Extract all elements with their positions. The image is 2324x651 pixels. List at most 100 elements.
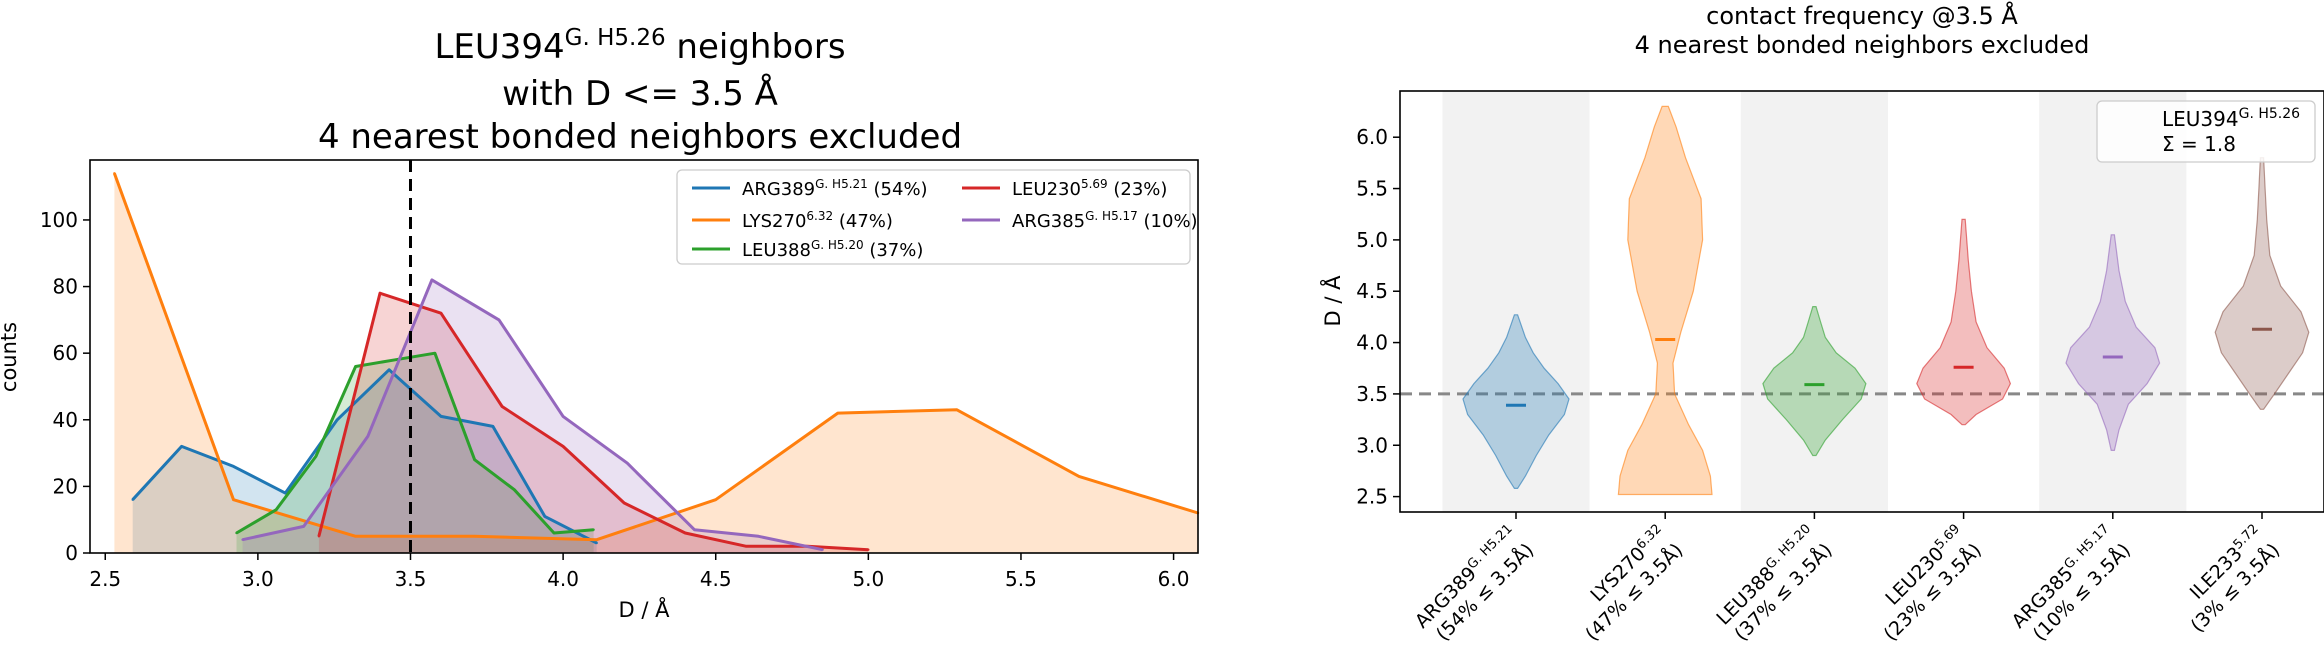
x-tick-label: 3.0 — [242, 567, 274, 591]
histogram-x-ticks: 2.5 3.0 3.5 4.0 4.5 5.0 5.5 6.0 — [89, 553, 1189, 591]
violin-title-line2: 4 nearest bonded neighbors excluded — [1635, 31, 2090, 59]
legend-box — [676, 169, 1191, 265]
series-point — [180, 445, 183, 448]
series-point — [317, 535, 321, 538]
series-line-0 — [131, 368, 598, 545]
violin-x-ticks: ARG389G. H5.21(54% ≤ 3.5Å) LYS2706.32(47%… — [1411, 512, 2285, 646]
series-point — [1077, 475, 1081, 478]
legend-label-4: ARG385G. H5.17 (10%) — [1012, 209, 1198, 232]
series-line-2 — [235, 351, 594, 535]
series-fill-0 — [132, 369, 597, 553]
x-tick-label: 2.5 — [89, 567, 121, 591]
histogram-series-layer — [112, 172, 1200, 554]
series-point — [275, 508, 278, 511]
violin-y-axis-label: D / Å — [1319, 275, 1345, 327]
legend-label-0: ARG389G. H5.21 (54%) — [742, 177, 928, 200]
series-point — [867, 548, 870, 551]
series-point — [113, 172, 116, 175]
y-tick-label: 100 — [40, 208, 78, 232]
violin-4 — [2065, 234, 2161, 451]
violin-x-tick-label-1: LYS2706.32(47% ≤ 3.5Å) — [1580, 522, 1687, 646]
violin-x-tick-label-2: LEU388G. H5.20(37% ≤ 3.5Å) — [1712, 522, 1836, 646]
series-point — [232, 498, 235, 501]
violin-x-tick-label-3: LEU2305.69(23% ≤ 3.5Å) — [1879, 522, 1986, 646]
series-point — [433, 352, 437, 355]
series-point — [595, 538, 598, 541]
violin-y-tick-label: 6.0 — [1356, 125, 1388, 149]
legend-label-2: LEU388G. H5.20 (37%) — [742, 238, 923, 261]
series-point — [543, 515, 546, 518]
series-point — [354, 535, 357, 538]
x-tick-label: 5.5 — [1005, 567, 1037, 591]
violin-legend: LEU394G. H5.26 Σ = 1.8 — [2096, 100, 2316, 163]
legend-label-1: LYS2706.32 (47%) — [742, 209, 893, 232]
series-point — [500, 405, 504, 408]
series-point — [684, 531, 687, 535]
series-point — [378, 292, 382, 295]
series-point — [595, 541, 598, 545]
violin-legend-name: LEU394G. H5.26 — [2162, 106, 2300, 131]
violin-legend-sum: Σ = 1.8 — [2162, 132, 2236, 156]
series-line-4 — [242, 278, 823, 552]
y-tick-label: 40 — [53, 408, 78, 432]
histogram-title-line3: 4 nearest bonded neighbors excluded — [318, 117, 962, 157]
y-tick-label: 60 — [53, 341, 78, 365]
series-point — [757, 535, 760, 538]
violin-y-tick-label: 2.5 — [1356, 485, 1388, 509]
violin-y-tick-label: 4.0 — [1356, 331, 1388, 355]
series-point — [513, 488, 516, 491]
series-point — [821, 548, 824, 551]
series-fill-3 — [318, 293, 869, 553]
violin-y-tick-label: 5.5 — [1356, 177, 1388, 201]
legend-label-3: LEU2305.69 (23%) — [1012, 177, 1167, 200]
series-point — [314, 455, 318, 458]
series-point — [745, 545, 748, 548]
series-point — [354, 365, 357, 368]
x-tick-label: 4.5 — [700, 567, 732, 591]
y-tick-label: 20 — [53, 474, 78, 498]
series-point — [836, 411, 839, 415]
series-point — [439, 415, 443, 418]
x-tick-label: 3.5 — [395, 567, 427, 591]
violin-2 — [1762, 306, 1867, 457]
series-point — [955, 408, 959, 411]
violin-y-tick-label: 3.5 — [1356, 382, 1388, 406]
violin-y-tick-label: 4.5 — [1356, 279, 1388, 303]
histogram-x-axis-label: D / Å — [619, 596, 671, 622]
series-point — [693, 528, 696, 531]
violin-title-line1: contact frequency @3.5 Å — [1706, 1, 2018, 30]
violin-y-tick-label: 5.0 — [1356, 228, 1388, 252]
violin-y-ticks: 2.5 3.0 3.5 4.0 4.5 5.0 5.5 6.0 — [1356, 125, 1400, 509]
series-point — [497, 318, 501, 322]
histogram-legend: ARG389G. H5.21 (54%) LYS2706.32 (47%) LEU3… — [676, 169, 1198, 265]
x-tick-label: 5.0 — [852, 567, 884, 591]
violin-x-tick-label-5: ILE2335.72(3% ≤ 3.5Å) — [2186, 522, 2285, 637]
violin-3 — [1916, 218, 2012, 426]
series-point — [232, 465, 235, 468]
violin-5 — [2214, 157, 2310, 410]
series-point — [241, 538, 244, 541]
violin-plot-frame — [1399, 90, 2324, 513]
histogram-plot-frame — [89, 159, 1199, 554]
series-point — [439, 312, 443, 315]
series-point — [394, 358, 397, 361]
series-point — [366, 435, 369, 438]
series-point — [235, 531, 238, 535]
series-fill-4 — [242, 279, 823, 553]
series-point — [473, 458, 476, 461]
y-tick-label: 80 — [53, 275, 78, 299]
series-fill-1 — [114, 173, 1198, 554]
histogram-title-line1: LEU394G. H5.26 neighbors — [434, 25, 845, 67]
x-tick-label: 4.0 — [547, 567, 579, 591]
series-point — [491, 425, 495, 428]
series-point — [284, 491, 287, 495]
y-tick-label: 0 — [65, 541, 78, 565]
violin-chart: contact frequency @3.5 Å 4 nearest bonde… — [1319, 1, 2324, 646]
series-point — [336, 418, 339, 421]
series-point — [561, 415, 565, 418]
histogram-title-line2: with D <= 3.5 Å — [502, 73, 778, 114]
series-point — [592, 528, 595, 531]
violin-legend-box — [2096, 100, 2316, 163]
series-point — [626, 461, 629, 465]
